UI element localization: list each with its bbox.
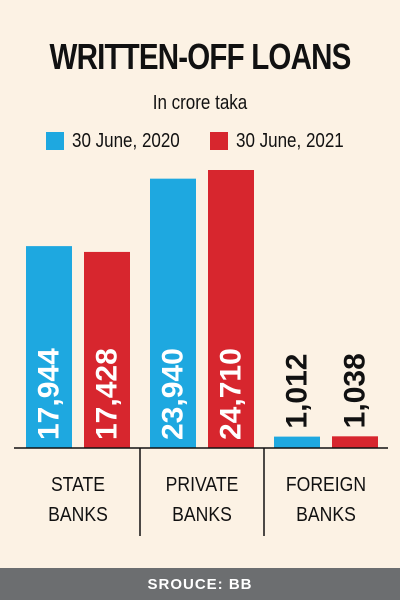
tick-label-1-0: PRIVATE [166,473,239,495]
data-label-1-1: 24,710 [215,348,248,440]
bar-2-1 [332,436,378,448]
legend-swatch-2021 [210,132,228,150]
data-label-0-0: 17,944 [33,348,66,440]
chart-subtitle: In crore taka [152,92,248,114]
bar-0-0 [26,246,72,448]
bar-0-1 [84,251,130,448]
legend-label-2020: 30 June, 2020 [72,129,180,152]
data-label-2-0: 1,012 [281,354,314,429]
legend-label-2021: 30 June, 2021 [236,129,344,152]
source-footer: SROUCE: BB [0,568,400,600]
bar-2-0 [274,436,320,448]
data-label-2-1: 1,038 [339,353,372,428]
tick-label-1-1: BANKS [172,503,232,525]
legend-swatch-2020 [46,132,64,150]
legend-item-2021: 30 June, 2021 [210,128,363,154]
tick-label-0-0: STATE [51,473,105,495]
tick-label-2-1: BANKS [296,503,356,525]
tick-label-0-1: BANKS [48,503,108,525]
tick-label-2-0: FOREIGN [286,473,366,495]
data-label-1-0: 23,940 [157,348,190,440]
bar-1-0 [150,178,196,448]
data-label-0-1: 17,428 [91,348,124,440]
bar-1-1 [208,170,254,448]
legend-item-2020: 30 June, 2020 [46,128,199,154]
chart-title: WRITTEN-OFF LOANS [49,36,352,77]
